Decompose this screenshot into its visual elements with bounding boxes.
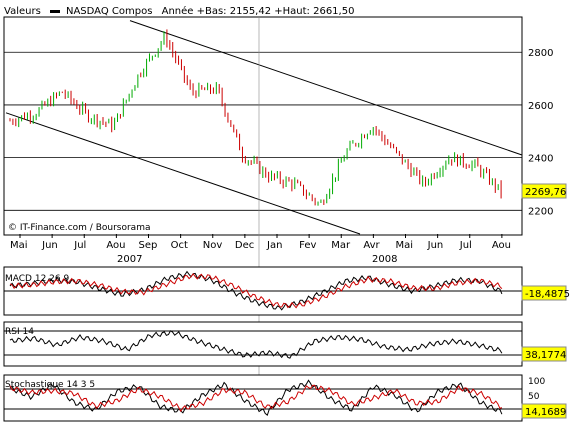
candles-group [9, 29, 502, 206]
x-tick-label: Fev [299, 240, 316, 251]
stoch-k-line [9, 379, 503, 416]
rsi-value-text: 38,1774 [525, 350, 566, 361]
x-tick-label: Jul [459, 240, 472, 251]
rsi-panel [3, 321, 523, 367]
range-label: Valeurs [4, 6, 41, 17]
stoch-lines [9, 379, 503, 416]
main-panel [3, 16, 523, 236]
stoch-value-badge [521, 403, 567, 419]
x-tick-label: Jan [266, 240, 282, 251]
y-tick-label: 2400 [528, 154, 553, 165]
macd-signal-line [9, 272, 503, 309]
x-tick-label: Jun [427, 240, 444, 251]
chart-header: Valeurs NASDAQ Compos Année +Bas: 2155,4… [4, 6, 360, 17]
rsi-line [9, 330, 503, 359]
year-label-2007: 2007 [117, 254, 142, 265]
stoch-tick-50: 50 [528, 392, 540, 402]
year-stats: Année +Bas: 2155,42 +Haut: 2661,50 [161, 6, 355, 17]
main-y-axis: 2200 2400 2600 2800 [528, 48, 553, 217]
trend-channel [5, 20, 523, 235]
stoch-panel [3, 374, 523, 422]
main-gridlines [4, 51, 522, 211]
macd-lines [9, 270, 503, 311]
stoch-label: Stochastique 14 3 5 [5, 380, 95, 390]
year-label-2008: 2008 [372, 254, 397, 265]
rsi-value-badge [521, 346, 567, 362]
last-value-badge [521, 183, 567, 199]
x-tick-label: Sep [139, 240, 158, 251]
macd-line [9, 270, 503, 311]
x-tick-label: Mai [396, 240, 414, 251]
y-tick-label: 2200 [528, 206, 553, 217]
y-tick-label: 2600 [528, 101, 553, 112]
x-tick-label: Aou [106, 240, 125, 251]
instrument-name: NASDAQ Compos [65, 6, 153, 17]
stoch-tick-100: 100 [528, 377, 545, 387]
trend-upper [129, 20, 523, 156]
macd-value-text: -18,4875 [525, 289, 570, 300]
x-tick-label: Jun [41, 240, 58, 251]
stoch-value-text: 14,1689 [525, 407, 566, 418]
x-tick-label: Avr [363, 240, 380, 251]
x-tick-label: Mar [331, 240, 351, 251]
credit-text: © IT-Finance.com / Boursorama [8, 223, 150, 233]
x-tick-label: Jul [73, 240, 86, 251]
x-tick-label: Nov [203, 240, 223, 251]
series-swatch [49, 9, 60, 13]
last-value-text: 2269,76 [525, 187, 566, 198]
stoch-d-line [9, 384, 503, 413]
trend-lower [5, 112, 361, 235]
y-tick-label: 2800 [528, 48, 553, 59]
x-tick-label: Oct [171, 240, 188, 251]
x-tick-label: Mai [10, 240, 28, 251]
macd-label: MACD 12 26 9 [5, 274, 69, 284]
rsi-label: RSI 14 [5, 327, 34, 337]
x-tick-label: Aou [492, 240, 511, 251]
x-tick-label: Dec [235, 240, 254, 251]
rsi-line [9, 330, 503, 359]
macd-value-badge [521, 285, 567, 301]
